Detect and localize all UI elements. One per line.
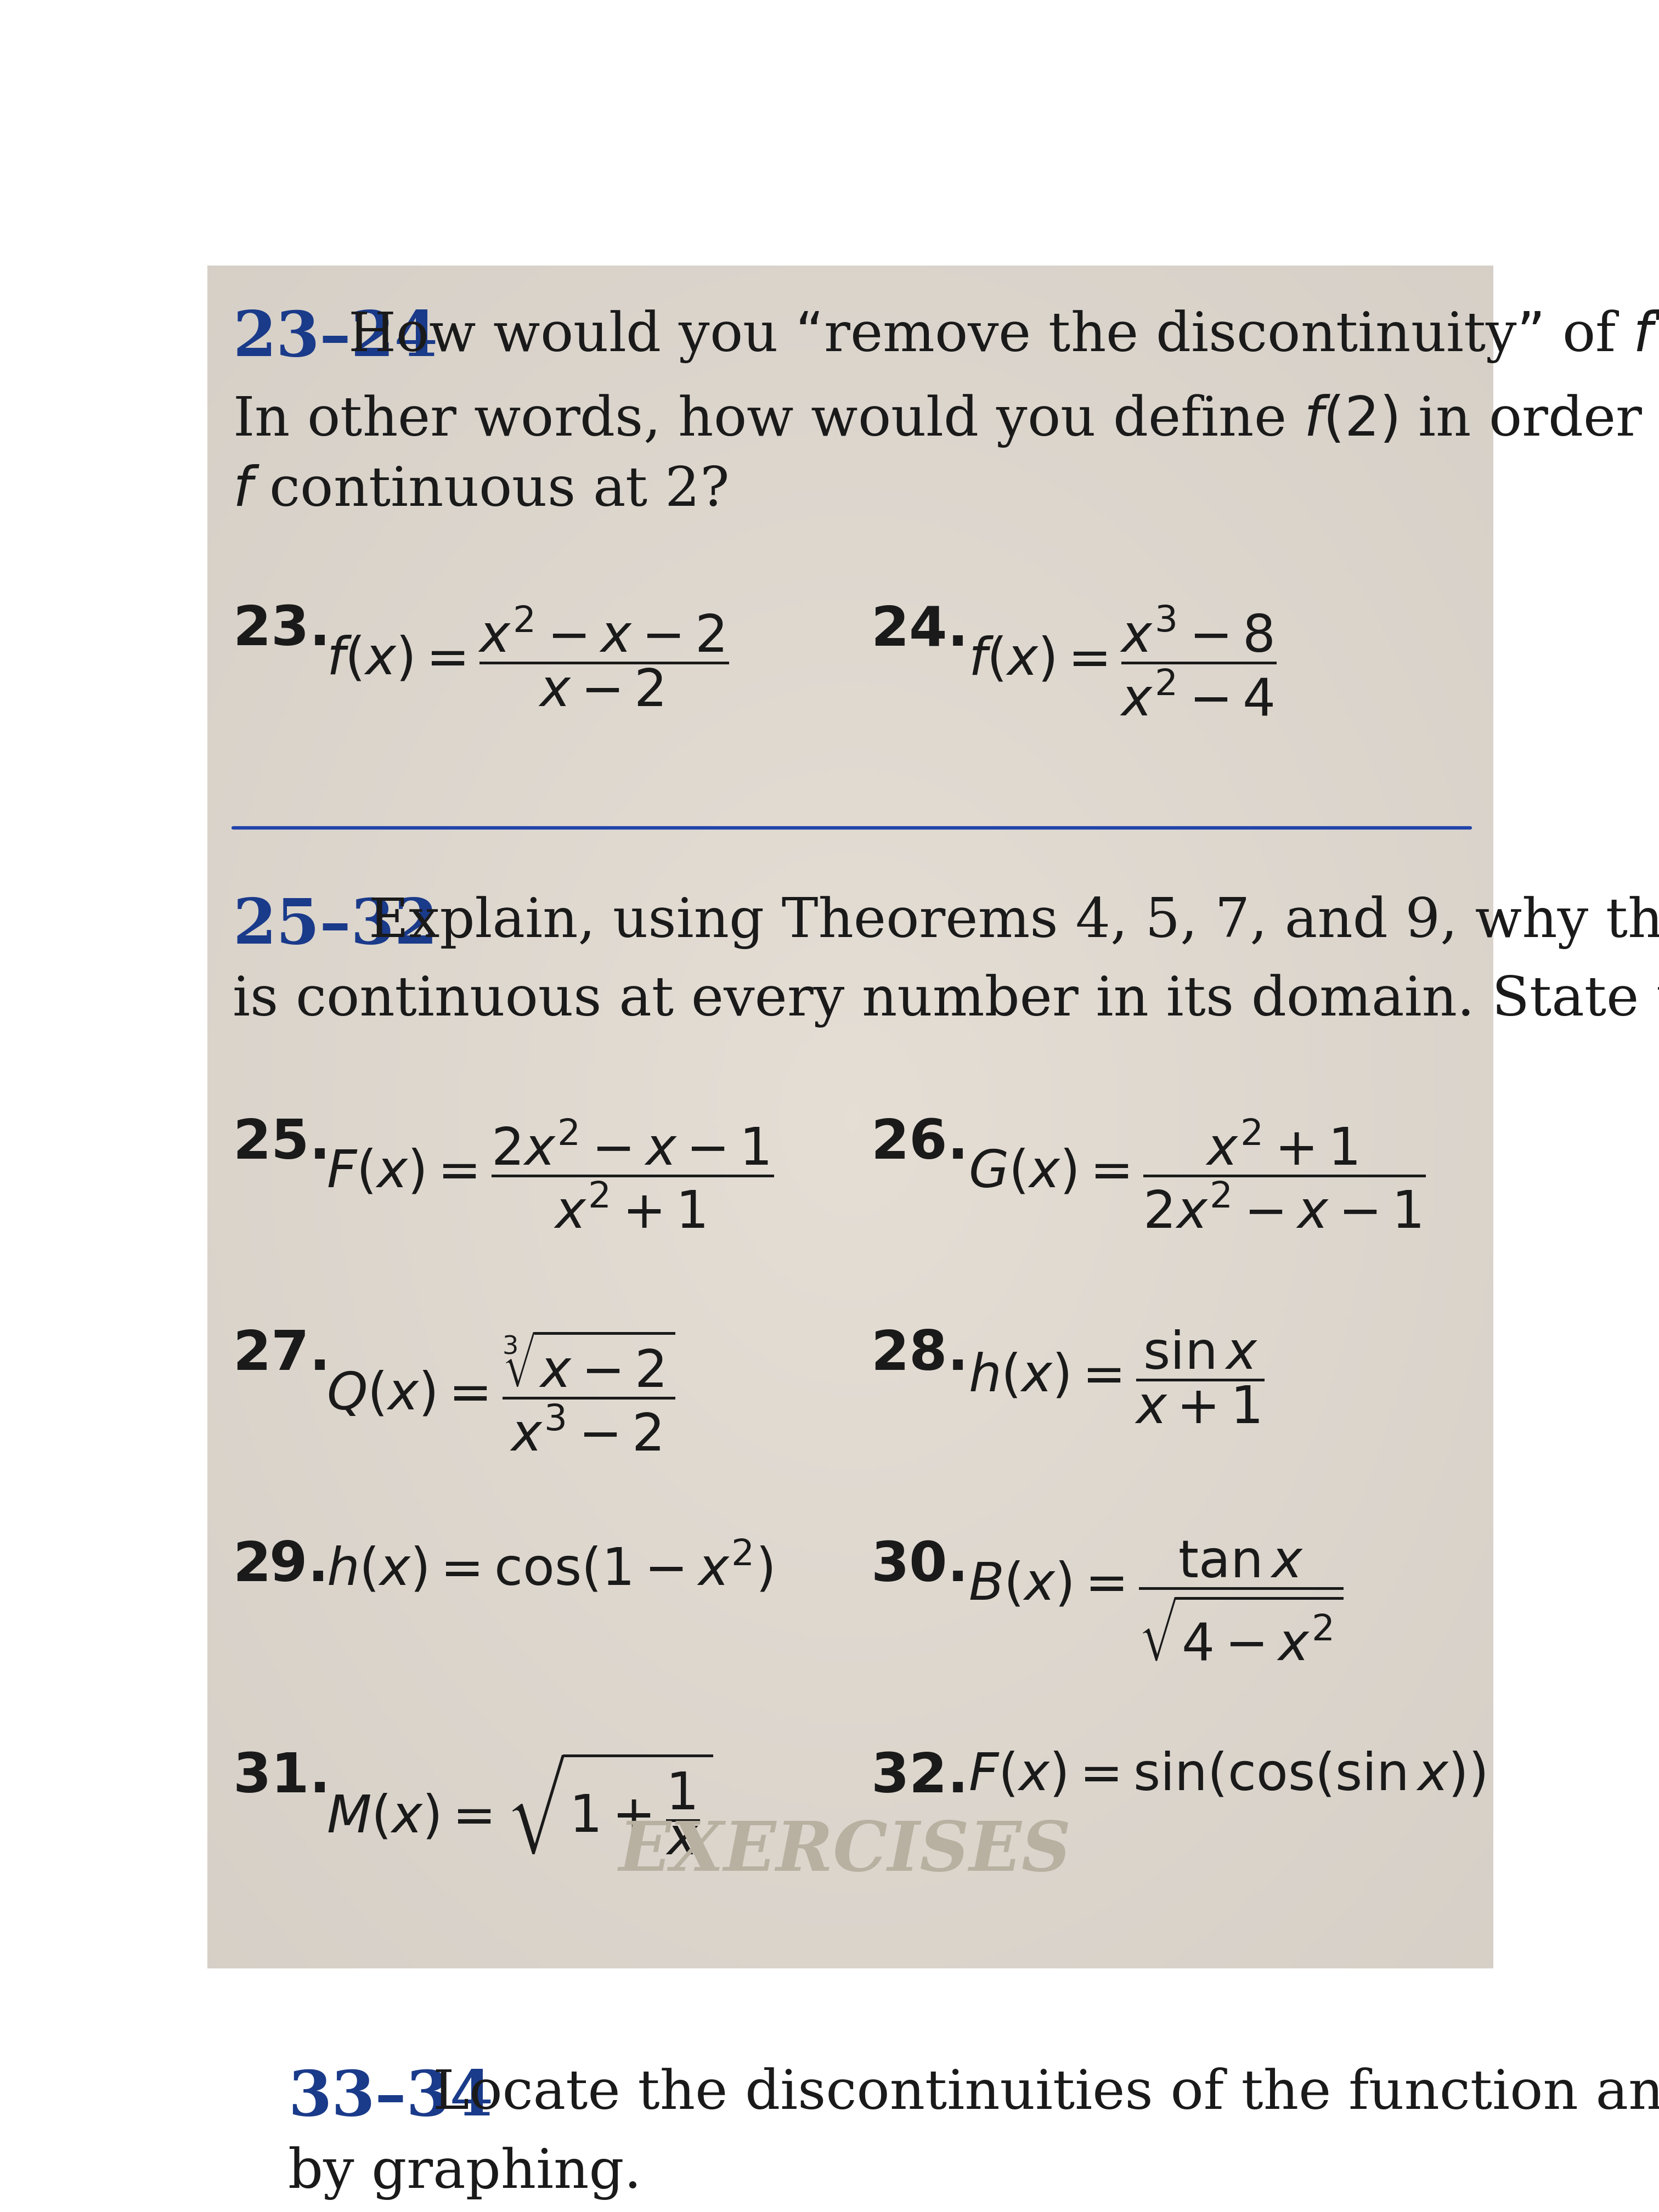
Text: 25–32: 25–32 bbox=[232, 896, 438, 956]
Text: $\mathbf{23.}$: $\mathbf{23.}$ bbox=[232, 604, 325, 657]
Text: $h(x) = \cos(1 - x^2)$: $h(x) = \cos(1 - x^2)$ bbox=[327, 1540, 773, 1595]
Text: In other words, how would you define $f(2)$ in order to make: In other words, how would you define $f(… bbox=[232, 394, 1659, 449]
Text: $\mathbf{28.}$: $\mathbf{28.}$ bbox=[871, 1329, 964, 1380]
Text: $\mathbf{24.}$: $\mathbf{24.}$ bbox=[871, 604, 964, 657]
Text: $\mathbf{25.}$: $\mathbf{25.}$ bbox=[232, 1117, 325, 1170]
Text: is continuous at every number in its domain. State the domain.: is continuous at every number in its dom… bbox=[232, 973, 1659, 1029]
Text: $Q(x) = \dfrac{\sqrt[3]{x - 2}}{x^3 - 2}$: $Q(x) = \dfrac{\sqrt[3]{x - 2}}{x^3 - 2}… bbox=[327, 1329, 675, 1453]
Text: $\mathbf{30.}$: $\mathbf{30.}$ bbox=[871, 1540, 964, 1593]
Text: $\mathbf{29.}$: $\mathbf{29.}$ bbox=[232, 1540, 324, 1593]
Text: EXERCISES: EXERCISES bbox=[619, 1818, 1072, 1885]
Text: $F(x) = \dfrac{2x^2 - x - 1}{x^2 + 1}$: $F(x) = \dfrac{2x^2 - x - 1}{x^2 + 1}$ bbox=[327, 1117, 773, 1230]
Text: $M(x) = \sqrt{1 + \dfrac{1}{x}}$: $M(x) = \sqrt{1 + \dfrac{1}{x}}$ bbox=[327, 1752, 713, 1856]
Text: $h(x) = \dfrac{\sin x}{x + 1}$: $h(x) = \dfrac{\sin x}{x + 1}$ bbox=[969, 1329, 1264, 1425]
Text: $f(x) = \dfrac{x^2 - x - 2}{x - 2}$: $f(x) = \dfrac{x^2 - x - 2}{x - 2}$ bbox=[327, 604, 728, 708]
Text: 33–34: 33–34 bbox=[289, 2068, 493, 2128]
Text: $f$ continuous at 2?: $f$ continuous at 2? bbox=[232, 465, 728, 518]
Text: $f(x) = \dfrac{x^3 - 8}{x^2 - 4}$: $f(x) = \dfrac{x^3 - 8}{x^2 - 4}$ bbox=[969, 604, 1277, 717]
Text: $\mathbf{27.}$: $\mathbf{27.}$ bbox=[232, 1329, 325, 1380]
Text: $B(x) = \dfrac{\tan x}{\sqrt{4 - x^2}}$: $B(x) = \dfrac{\tan x}{\sqrt{4 - x^2}}$ bbox=[969, 1540, 1344, 1663]
FancyBboxPatch shape bbox=[232, 2077, 270, 2135]
Text: $\mathbf{32.}$: $\mathbf{32.}$ bbox=[871, 1752, 964, 1803]
Text: Explain, using Theorems 4, 5, 7, and 9, why the function: Explain, using Theorems 4, 5, 7, and 9, … bbox=[368, 896, 1659, 949]
Text: by graphing.: by graphing. bbox=[289, 2146, 642, 2199]
Text: $\mathbf{26.}$: $\mathbf{26.}$ bbox=[871, 1117, 964, 1170]
Text: 23–24: 23–24 bbox=[232, 307, 438, 369]
Text: $F(x) = \sin(\cos(\sin x))$: $F(x) = \sin(\cos(\sin x))$ bbox=[969, 1752, 1485, 1801]
Text: Locate the discontinuities of the function and illustrate: Locate the discontinuities of the functi… bbox=[433, 2068, 1659, 2121]
Text: $\mathbf{31.}$: $\mathbf{31.}$ bbox=[232, 1752, 325, 1803]
Text: $G(x) = \dfrac{x^2 + 1}{2x^2 - x - 1}$: $G(x) = \dfrac{x^2 + 1}{2x^2 - x - 1}$ bbox=[969, 1117, 1427, 1230]
Text: How would you “remove the discontinuity” of $f$?: How would you “remove the discontinuity”… bbox=[348, 307, 1659, 365]
